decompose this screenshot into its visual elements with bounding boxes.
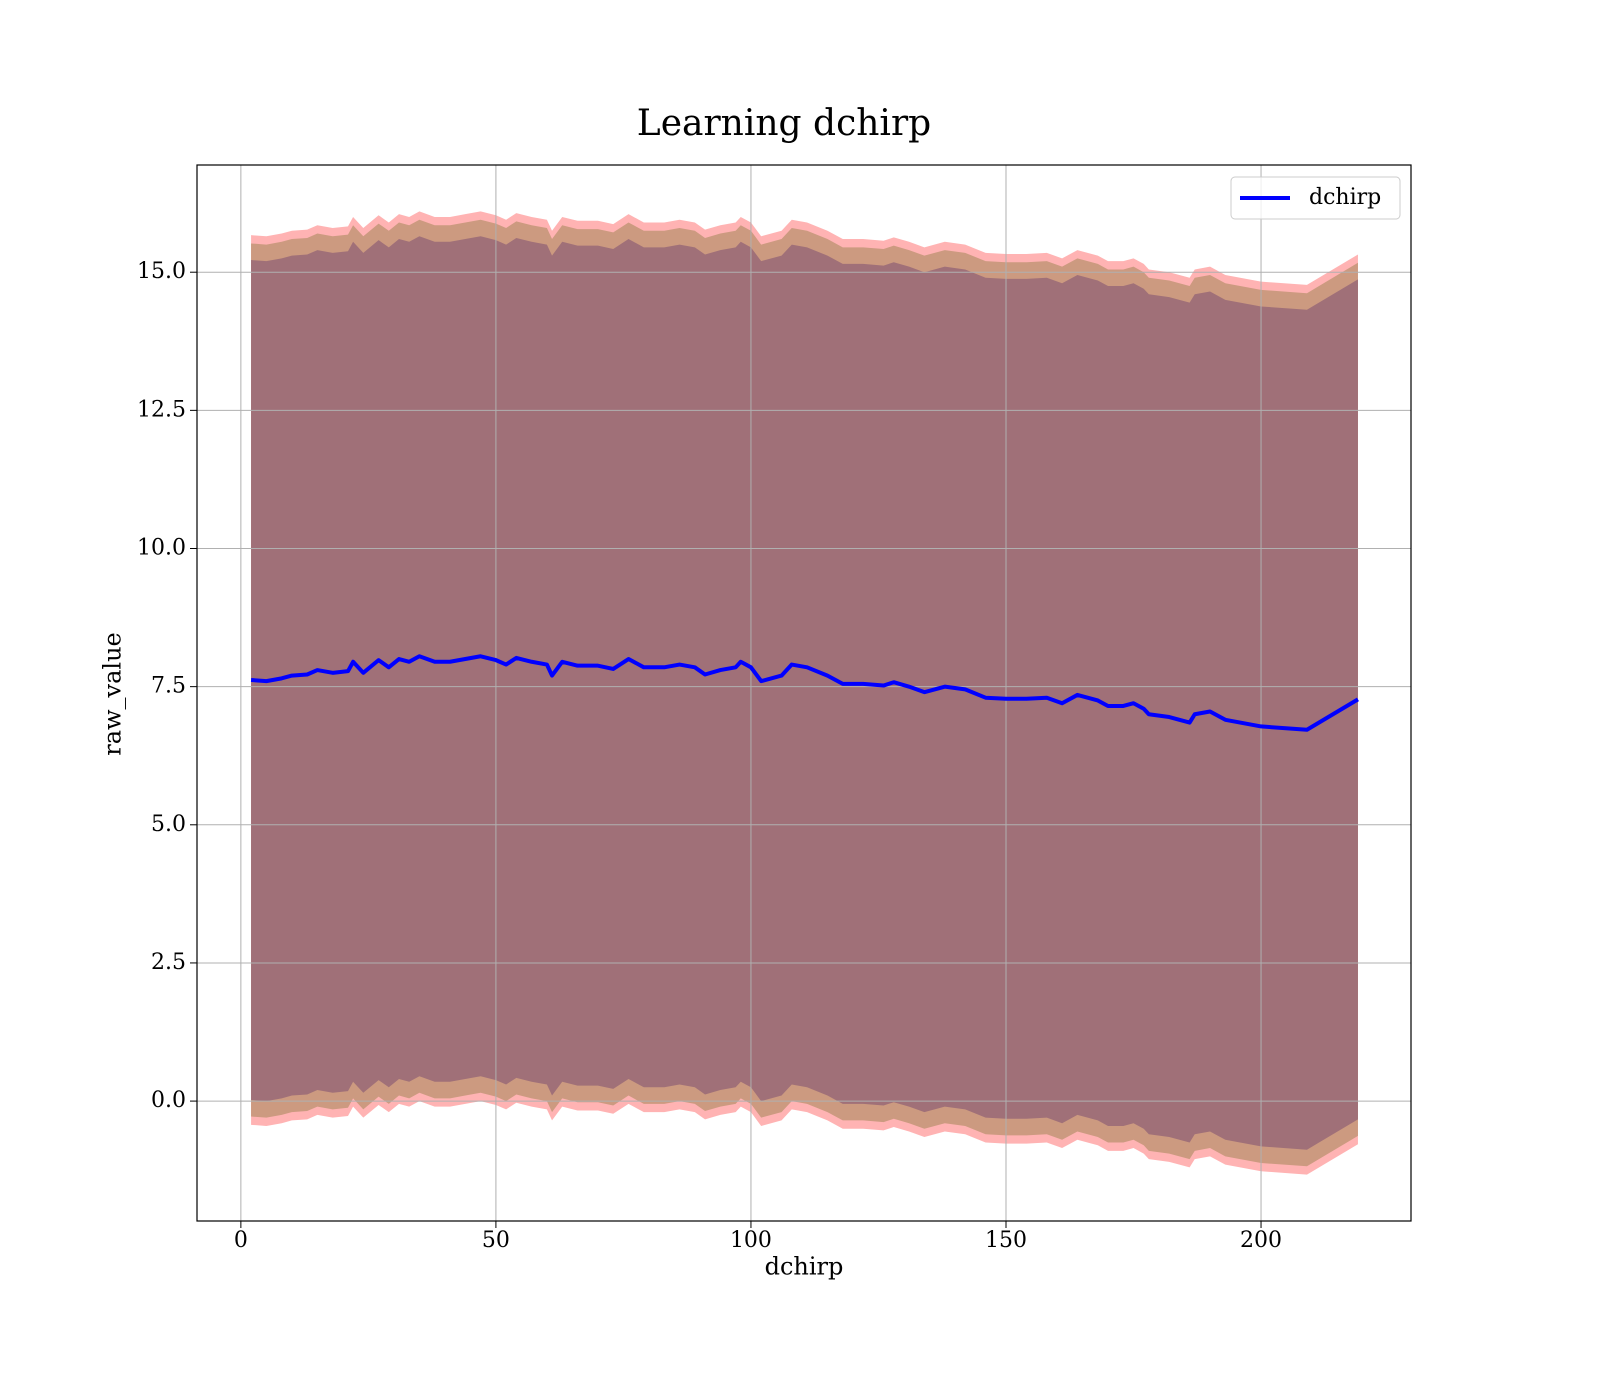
y-tick-label: 2.5 — [151, 950, 186, 975]
x-tick-label: 50 — [482, 1228, 510, 1253]
x-tick-label: 0 — [234, 1228, 248, 1253]
x-tick-label: 200 — [1240, 1228, 1282, 1253]
y-tick-label: 5.0 — [151, 812, 186, 837]
y-tick-label: 7.5 — [151, 674, 186, 699]
band — [251, 236, 1358, 1150]
plot-frame — [196, 164, 1412, 1222]
y-tick-label: 0.0 — [151, 1088, 186, 1113]
legend-box — [1230, 176, 1401, 220]
y-tick-label: 12.5 — [137, 397, 186, 422]
y-tick-label: 10.0 — [137, 535, 186, 560]
x-axis-label: dchirp — [765, 1253, 844, 1281]
y-axis-label: raw_value — [99, 632, 127, 756]
x-tick-label: 150 — [985, 1228, 1027, 1253]
chart-title: Learning dchirp — [637, 103, 931, 144]
y-tick-label: 15.0 — [137, 259, 186, 284]
line — [250, 654, 1359, 732]
x-tick-label: 100 — [730, 1228, 772, 1253]
legend-label: dchirp — [1309, 185, 1381, 210]
